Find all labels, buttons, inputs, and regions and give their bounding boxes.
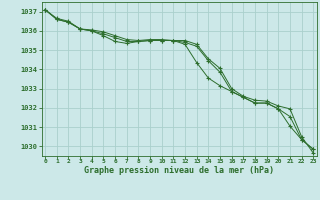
X-axis label: Graphe pression niveau de la mer (hPa): Graphe pression niveau de la mer (hPa) xyxy=(84,166,274,175)
